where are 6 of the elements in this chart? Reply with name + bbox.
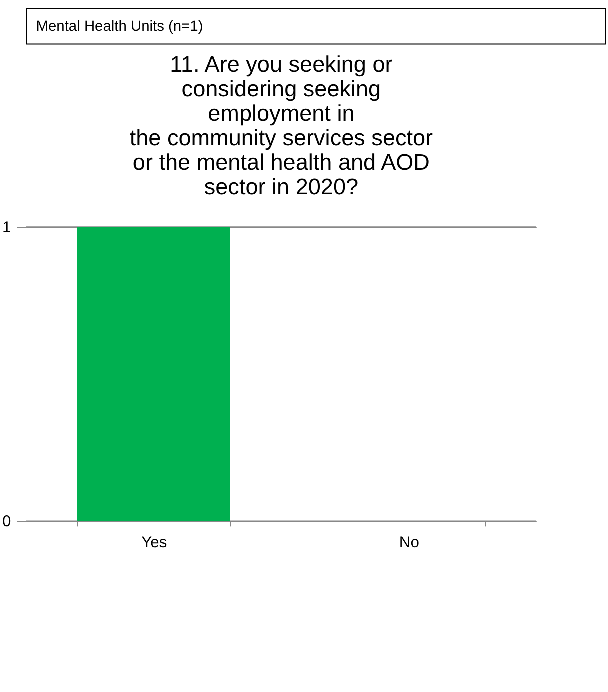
text: Mental Health Units (n=1) bbox=[36, 18, 204, 35]
x-tick-label: No bbox=[399, 534, 420, 552]
y-tick-label: 0 bbox=[2, 514, 12, 531]
x-tick-label: Yes bbox=[142, 534, 168, 552]
y-tick-label: 1 bbox=[2, 219, 12, 236]
chart-title: 11. Are you seeking or considering seeking employment in the community services sector or the mental health and AOD sector in 2020? bbox=[130, 52, 434, 200]
